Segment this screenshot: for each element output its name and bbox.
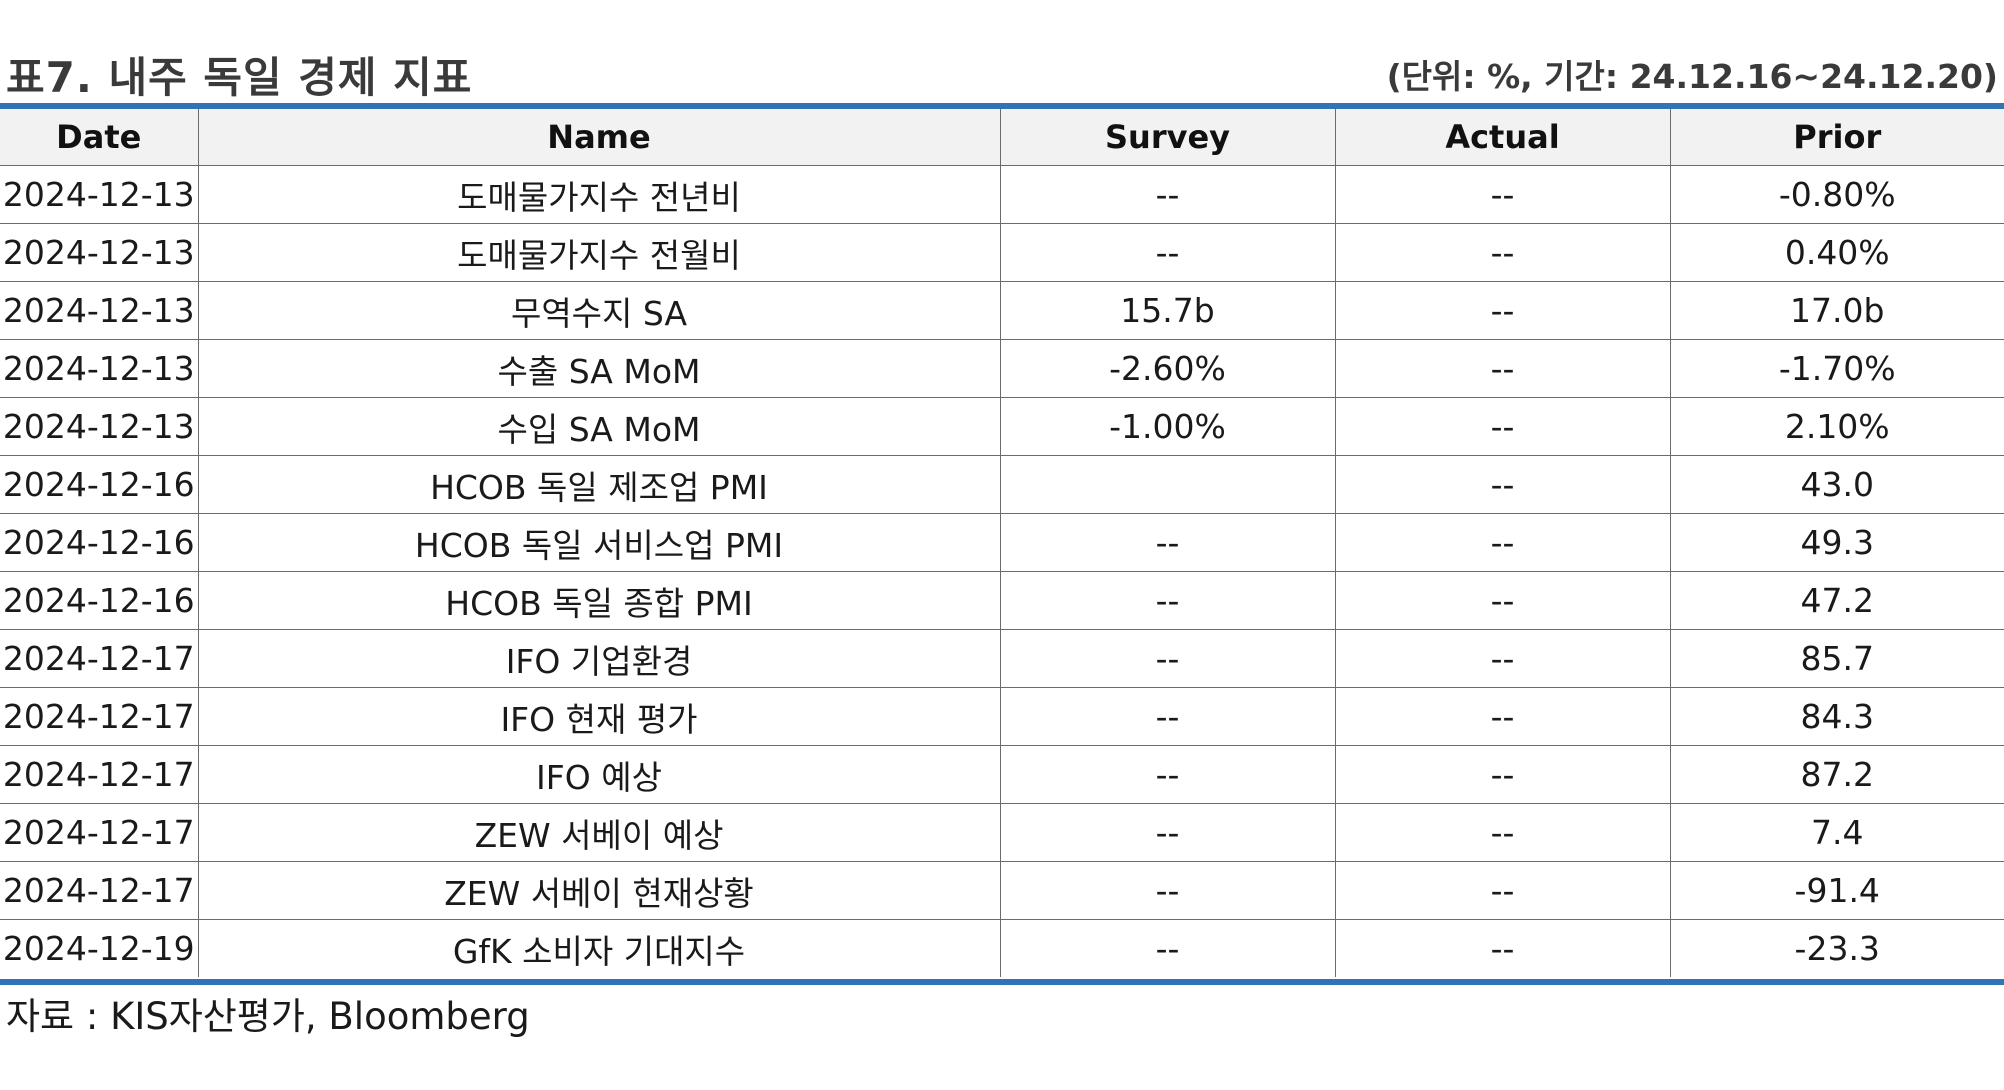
cell-survey: -2.60%: [999, 339, 1336, 398]
cell-name: 도매물가지수 전월비: [197, 223, 1001, 282]
cell-prior: 47.2: [1669, 571, 2004, 630]
cell-actual: --: [1334, 629, 1671, 688]
cell-prior: 2.10%: [1669, 397, 2004, 456]
cell-date: 2024-12-13: [0, 165, 199, 224]
cell-actual: --: [1334, 339, 1671, 398]
cell-actual: --: [1334, 687, 1671, 746]
unit-note: (단위: %, 기간: 24.12.16~24.12.20): [1386, 57, 1998, 96]
cell-name: HCOB 독일 제조업 PMI: [197, 455, 1001, 514]
cell-prior: 87.2: [1669, 745, 2004, 804]
table-caption: 표7. 내주 독일 경제 지표 (단위: %, 기간: 24.12.16~24.…: [0, 40, 2004, 102]
table-row: 2024-12-13 도매물가지수 전년비 -- -- -0.80%: [0, 165, 2004, 224]
cell-prior: 85.7: [1669, 629, 2004, 688]
table-row: 2024-12-13 도매물가지수 전월비 -- -- 0.40%: [0, 223, 2004, 282]
cell-prior: -23.3: [1669, 919, 2004, 977]
cell-prior: 7.4: [1669, 803, 2004, 862]
cell-name: ZEW 서베이 예상: [197, 803, 1001, 862]
cell-name: 무역수지 SA: [197, 281, 1001, 340]
cell-survey: --: [999, 513, 1336, 572]
cell-survey: --: [999, 919, 1336, 977]
indicator-table: Date Name Survey Actual Prior 2024-12-13…: [0, 109, 2004, 977]
table-row: 2024-12-17 IFO 기업환경 -- -- 85.7: [0, 629, 2004, 688]
column-header-date: Date: [0, 109, 199, 166]
cell-date: 2024-12-13: [0, 339, 199, 398]
table-row: 2024-12-13 수입 SA MoM -1.00% -- 2.10%: [0, 397, 2004, 456]
cell-name: IFO 현재 평가: [197, 687, 1001, 746]
cell-date: 2024-12-13: [0, 281, 199, 340]
cell-survey: [999, 455, 1336, 514]
cell-prior: 43.0: [1669, 455, 2004, 514]
cell-survey: --: [999, 165, 1336, 224]
cell-actual: --: [1334, 281, 1671, 340]
cell-date: 2024-12-16: [0, 513, 199, 572]
cell-survey: --: [999, 223, 1336, 282]
cell-date: 2024-12-13: [0, 223, 199, 282]
cell-prior: 49.3: [1669, 513, 2004, 572]
cell-survey: -1.00%: [999, 397, 1336, 456]
cell-prior: 0.40%: [1669, 223, 2004, 282]
cell-name: 도매물가지수 전년비: [197, 165, 1001, 224]
page-title: 표7. 내주 독일 경제 지표: [6, 53, 473, 102]
cell-survey: --: [999, 803, 1336, 862]
table-row: 2024-12-13 수출 SA MoM -2.60% -- -1.70%: [0, 339, 2004, 398]
table-header-row: Date Name Survey Actual Prior: [0, 109, 2004, 166]
cell-name: ZEW 서베이 현재상황: [197, 861, 1001, 920]
cell-name: HCOB 독일 서비스업 PMI: [197, 513, 1001, 572]
cell-prior: -0.80%: [1669, 165, 2004, 224]
cell-survey: --: [999, 745, 1336, 804]
cell-date: 2024-12-17: [0, 861, 199, 920]
cell-actual: --: [1334, 919, 1671, 977]
cell-date: 2024-12-17: [0, 629, 199, 688]
cell-survey: --: [999, 687, 1336, 746]
cell-actual: --: [1334, 513, 1671, 572]
cell-prior: 17.0b: [1669, 281, 2004, 340]
column-header-name: Name: [197, 109, 1001, 166]
cell-name: HCOB 독일 종합 PMI: [197, 571, 1001, 630]
cell-actual: --: [1334, 803, 1671, 862]
cell-actual: --: [1334, 455, 1671, 514]
cell-actual: --: [1334, 861, 1671, 920]
cell-prior: -91.4: [1669, 861, 2004, 920]
cell-name: GfK 소비자 기대지수: [197, 919, 1001, 977]
cell-date: 2024-12-13: [0, 397, 199, 456]
cell-prior: 84.3: [1669, 687, 2004, 746]
cell-prior: -1.70%: [1669, 339, 2004, 398]
table-row: 2024-12-16 HCOB 독일 종합 PMI -- -- 47.2: [0, 571, 2004, 630]
cell-actual: --: [1334, 745, 1671, 804]
cell-survey: --: [999, 571, 1336, 630]
cell-date: 2024-12-17: [0, 745, 199, 804]
cell-actual: --: [1334, 165, 1671, 224]
cell-actual: --: [1334, 397, 1671, 456]
source-note: 자료 : KIS자산평가, Bloomberg: [6, 995, 530, 1038]
cell-date: 2024-12-17: [0, 687, 199, 746]
bottom-rule: [0, 979, 2004, 985]
table-row: 2024-12-13 무역수지 SA 15.7b -- 17.0b: [0, 281, 2004, 340]
cell-name: IFO 예상: [197, 745, 1001, 804]
column-header-prior: Prior: [1669, 109, 2004, 166]
table-row: 2024-12-17 ZEW 서베이 현재상황 -- -- -91.4: [0, 861, 2004, 920]
table-row: 2024-12-17 IFO 현재 평가 -- -- 84.3: [0, 687, 2004, 746]
cell-survey: 15.7b: [999, 281, 1336, 340]
cell-name: 수입 SA MoM: [197, 397, 1001, 456]
table-row: 2024-12-16 HCOB 독일 서비스업 PMI -- -- 49.3: [0, 513, 2004, 572]
cell-name: IFO 기업환경: [197, 629, 1001, 688]
cell-name: 수출 SA MoM: [197, 339, 1001, 398]
table-row: 2024-12-19 GfK 소비자 기대지수 -- -- -23.3: [0, 919, 2004, 977]
cell-survey: --: [999, 861, 1336, 920]
cell-date: 2024-12-19: [0, 919, 199, 977]
top-rule: [0, 103, 2004, 109]
column-header-survey: Survey: [999, 109, 1336, 166]
cell-actual: --: [1334, 223, 1671, 282]
cell-survey: --: [999, 629, 1336, 688]
cell-date: 2024-12-16: [0, 455, 199, 514]
column-header-actual: Actual: [1334, 109, 1671, 166]
table-row: 2024-12-17 IFO 예상 -- -- 87.2: [0, 745, 2004, 804]
table-row: 2024-12-17 ZEW 서베이 예상 -- -- 7.4: [0, 803, 2004, 862]
cell-actual: --: [1334, 571, 1671, 630]
cell-date: 2024-12-17: [0, 803, 199, 862]
cell-date: 2024-12-16: [0, 571, 199, 630]
table-row: 2024-12-16 HCOB 독일 제조업 PMI -- 43.0: [0, 455, 2004, 514]
